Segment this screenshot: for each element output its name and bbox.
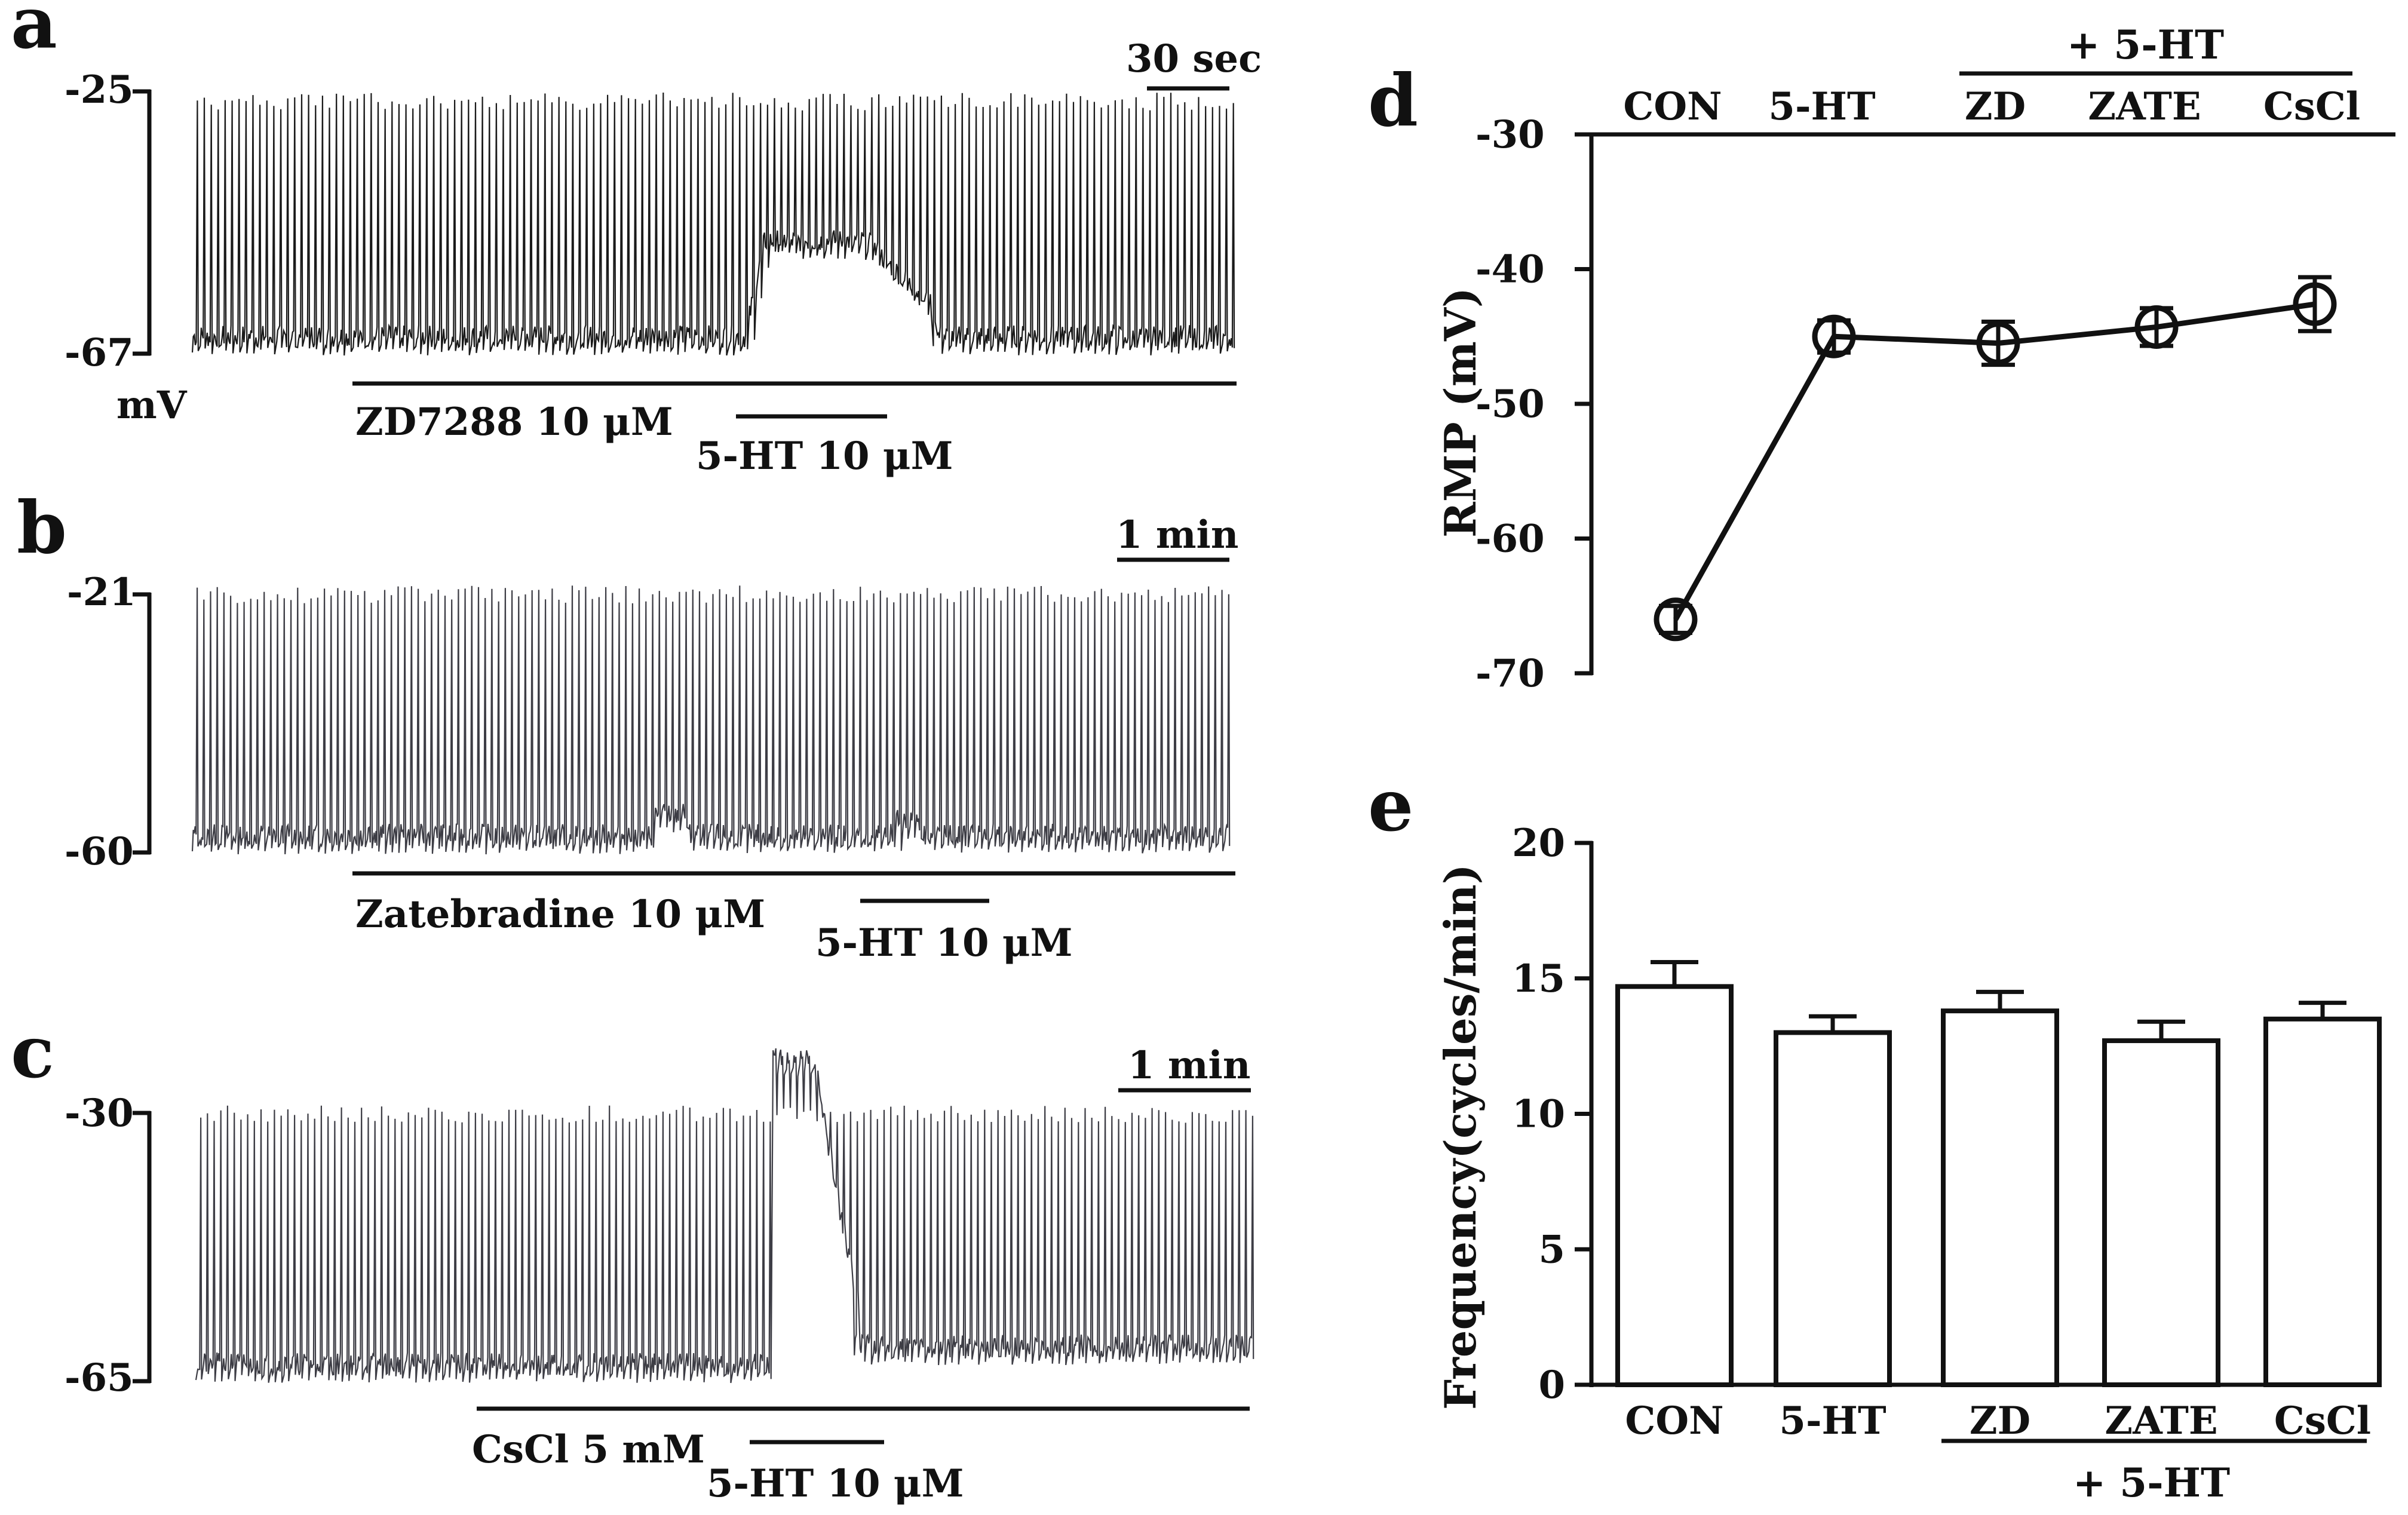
panel-d-y-tick-label: -30	[1476, 112, 1545, 157]
panel-d-marks	[1654, 275, 2337, 642]
panel-e-category-label: ZD	[1970, 1399, 2030, 1443]
panel-e-bar	[2102, 1038, 2220, 1388]
panel-e-y-ticks: 0 5 10 15 20	[1512, 821, 1593, 1407]
panel-d-categories: CON 5-HT ZD ZATE CsCl	[1623, 84, 2360, 129]
panel-b-letter: b	[17, 486, 67, 570]
panel-e-categories: CON 5-HT ZD ZATE CsCl	[1625, 1399, 2371, 1443]
panel-d-y-tick-label: -50	[1476, 382, 1545, 427]
panel-e-bar	[2263, 1016, 2382, 1387]
panel-e-y-tick-label: 20	[1512, 821, 1565, 866]
panel-b: b 1 min -21 -60 Zatebradine 10 μM 5-HT 1…	[17, 486, 1238, 965]
panel-e-marks	[1615, 960, 2382, 1388]
panel-d-category-label: CsCl	[2263, 84, 2360, 129]
panel-a-drug-label: ZD7288 10 μM	[355, 400, 673, 444]
panel-d-group-label: + 5-HT	[2067, 22, 2224, 68]
panel-d-y-ticks: -30 -40 -50 -60 -70	[1476, 112, 1593, 696]
panel-e-y-tick-label: 10	[1512, 1092, 1565, 1137]
panel-b-membrane-trace	[191, 585, 1231, 855]
panel-e-y-tick-label: 15	[1512, 956, 1565, 1001]
panel-e-category-label: CsCl	[2274, 1399, 2371, 1443]
panel-d-category-label: 5-HT	[1768, 84, 1875, 129]
panel-b-drug-label: Zatebradine 10 μM	[355, 892, 765, 937]
panel-e-group-label: + 5-HT	[2073, 1459, 2230, 1506]
panel-a-ht-label: 5-HT 10 μM	[696, 434, 953, 479]
panel-e-letter: e	[1368, 763, 1413, 848]
panel-c-y-bottom-label: -65	[65, 1355, 134, 1400]
panel-e-bar	[1615, 984, 1734, 1387]
panel-d-point	[1976, 321, 2020, 366]
panel-c-membrane-trace	[195, 1048, 1254, 1384]
panel-b-scale-label: 1 min	[1116, 513, 1238, 557]
panel-a-membrane-trace	[191, 92, 1235, 356]
panel-c-ht-label: 5-HT 10 μM	[707, 1461, 964, 1506]
panel-a: a 30 sec -25 -67 mV ZD7288 10 μM 5-HT 10…	[11, 0, 1262, 479]
panel-b-y-top-label: -21	[67, 570, 136, 615]
panel-d-category-label: ZD	[1965, 84, 2026, 129]
panel-d-y-label: RMP (mV)	[1435, 287, 1486, 538]
panel-d-point	[2293, 282, 2337, 326]
panel-d-category-label: ZATE	[2088, 84, 2201, 129]
panel-e-y-label: Frequency(cycles/min)	[1435, 864, 1486, 1410]
panel-a-letter: a	[11, 0, 57, 65]
panel-d: d RMP (mV) + 5-HT -30 -40 -50 -60 -70 CON 5-H…	[1368, 22, 2395, 696]
panel-e-y-tick-label: 0	[1538, 1363, 1565, 1407]
panel-e-y-tick-label: 5	[1538, 1227, 1565, 1272]
panel-c: c 1 min -30 -65 CsCl 5 mM 5-HT 10 μM	[11, 1010, 1254, 1506]
panel-d-point	[2134, 305, 2179, 349]
panel-b-ht-label: 5-HT 10 μM	[815, 921, 1073, 965]
panel-e-category-label: ZATE	[2105, 1399, 2217, 1443]
panel-d-letter: d	[1368, 59, 1418, 143]
panel-c-letter: c	[11, 1010, 54, 1094]
panel-a-unit-label: mV	[116, 383, 188, 428]
panel-d-point	[1654, 597, 1698, 642]
panel-d-y-tick-label: -70	[1476, 651, 1545, 696]
panel-e-bar	[1774, 1030, 1892, 1387]
panel-c-scale-label: 1 min	[1128, 1043, 1250, 1088]
panel-c-y-top-label: -30	[65, 1091, 134, 1136]
panel-e-category-label: 5-HT	[1779, 1399, 1886, 1443]
panel-b-y-bottom-label: -60	[65, 829, 134, 874]
panel-d-category-label: CON	[1623, 84, 1722, 129]
panel-e-category-label: CON	[1625, 1399, 1723, 1443]
panel-d-series-line	[1673, 301, 2315, 621]
panel-d-point	[1812, 314, 1856, 358]
panel-a-y-top-label: -25	[65, 68, 134, 112]
panel-a-scale-label: 30 sec	[1126, 36, 1262, 81]
panel-d-y-tick-label: -60	[1476, 517, 1545, 562]
panel-d-y-tick-label: -40	[1476, 247, 1545, 292]
panel-e: e Frequency(cycles/min) + 5-HT 05101520 …	[1368, 763, 2382, 1506]
panel-e-bar	[1941, 1008, 2059, 1388]
panel-c-drug-label: CsCl 5 mM	[472, 1427, 705, 1472]
panel-a-y-bottom-label: -67	[65, 330, 134, 375]
